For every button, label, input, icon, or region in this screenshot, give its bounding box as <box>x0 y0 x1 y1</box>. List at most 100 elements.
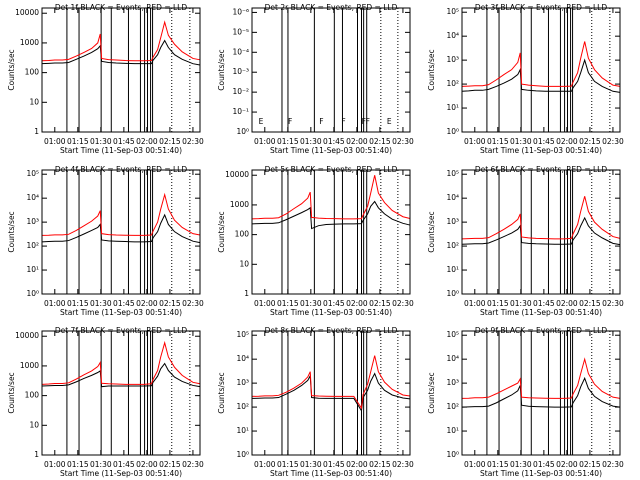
x-axis-label: Start Time (11-Sep-03 00:51:40) <box>270 469 392 478</box>
x-tick-label: 02:15 <box>369 460 391 469</box>
x-tick-label: 01:45 <box>533 460 555 469</box>
x-tick-label: 01:30 <box>90 299 112 308</box>
y-tick-label: 10¹ <box>446 426 459 435</box>
panel: 01:00 01:15 01:30 01:45 02:00 02:15 02:30 10⁰ 10… <box>427 165 624 317</box>
x-tick-label: 02:30 <box>392 137 414 146</box>
chart-title: Det 7f BLACK = Events, RED = LLD <box>55 326 188 335</box>
plot-frame <box>461 7 621 133</box>
x-tick-label: 02:00 <box>556 137 578 146</box>
x-tick-label: 02:30 <box>182 299 204 308</box>
x-tick-label: 01:30 <box>510 137 532 146</box>
panel: 01:00 01:15 01:30 01:45 02:00 02:15 02:30 10⁰ 10… <box>427 326 624 478</box>
x-tick-label: 02:15 <box>369 299 391 308</box>
y-tick-label: 10⁻⁵ <box>232 27 249 36</box>
y-tick-label: 10⁰ <box>446 289 459 298</box>
y-tick-label: 10⁵ <box>446 330 459 339</box>
y-axis-label: Counts/sec <box>427 211 436 252</box>
y-tick-label: 10 <box>29 420 39 429</box>
chart-title: Det 1f BLACK = Events, RED = LLD <box>55 3 188 12</box>
x-tick-label: 02:00 <box>136 460 158 469</box>
y-axis-label: Counts/sec <box>217 49 226 90</box>
y-tick-label: 10⁴ <box>26 193 39 202</box>
x-tick-label: 01:45 <box>323 460 345 469</box>
x-tick-label: 02:00 <box>136 137 158 146</box>
x-tick-label: 01:15 <box>277 460 299 469</box>
panel: 01:00 01:15 01:30 01:45 02:00 02:15 02:30 10⁰ 10… <box>217 326 414 478</box>
plot-frame <box>41 330 201 456</box>
data-line <box>41 20 201 62</box>
x-tick-label: 02:30 <box>602 460 624 469</box>
y-tick-label: 10³ <box>26 217 39 226</box>
x-tick-label: 01:15 <box>487 299 509 308</box>
data-line <box>251 200 411 230</box>
y-axis-label: Counts/sec <box>7 372 16 413</box>
data-line <box>461 376 621 408</box>
x-tick-label: 01:00 <box>254 137 276 146</box>
x-tick-label: 02:15 <box>369 137 391 146</box>
y-tick-label: 10000 <box>15 331 39 340</box>
x-tick-label: 02:30 <box>602 299 624 308</box>
y-axis-label: Counts/sec <box>427 372 436 413</box>
y-tick-label: 10⁰ <box>446 450 459 459</box>
y-axis-label: Counts/sec <box>217 211 226 252</box>
annotation: F <box>288 117 292 126</box>
x-tick-label: 01:45 <box>113 460 135 469</box>
y-tick-label: 1000 <box>20 361 39 370</box>
x-tick-label: 02:15 <box>159 299 181 308</box>
x-tick-label: 01:00 <box>254 299 276 308</box>
y-tick-label: 10⁰ <box>446 127 459 136</box>
x-axis-label: Start Time (11-Sep-03 00:51:40) <box>60 308 182 317</box>
x-tick-label: 01:00 <box>464 460 486 469</box>
y-tick-label: 1000 <box>20 38 39 47</box>
x-tick-label: 02:00 <box>136 299 158 308</box>
data-line <box>41 213 201 244</box>
y-tick-label: 1000 <box>230 200 249 209</box>
x-tick-label: 01:30 <box>510 460 532 469</box>
chart-title: Det 4f BLACK = Events, RED = LLD <box>55 165 188 174</box>
chart-title: Det 8r BLACK = Events, RED = LLD <box>265 326 398 335</box>
y-tick-label: 10⁵ <box>446 169 459 178</box>
y-tick-label: 10⁻² <box>232 87 249 96</box>
plot-frame <box>251 330 411 456</box>
data-line <box>461 196 621 240</box>
x-tick-label: 01:30 <box>90 137 112 146</box>
x-tick-label: 01:30 <box>300 460 322 469</box>
data-line <box>41 340 201 385</box>
x-tick-label: 01:30 <box>90 460 112 469</box>
data-line <box>41 39 201 66</box>
x-tick-label: 02:30 <box>182 137 204 146</box>
plot-frame <box>251 169 411 295</box>
x-tick-label: 01:45 <box>323 137 345 146</box>
y-tick-label: 10⁴ <box>446 354 459 363</box>
y-tick-label: 10⁰ <box>26 289 39 298</box>
x-tick-label: 02:15 <box>159 460 181 469</box>
y-tick-label: 10⁴ <box>446 193 459 202</box>
y-tick-label: 1 <box>244 289 249 298</box>
y-tick-label: 10¹ <box>446 265 459 274</box>
x-axis-label: Start Time (11-Sep-03 00:51:40) <box>60 146 182 155</box>
x-tick-label: 02:00 <box>556 299 578 308</box>
x-tick-label: 02:30 <box>392 460 414 469</box>
y-tick-label: 10³ <box>446 55 459 64</box>
annotation: E <box>387 117 392 126</box>
x-tick-label: 01:15 <box>277 299 299 308</box>
x-axis-label: Start Time (11-Sep-03 00:51:40) <box>480 308 602 317</box>
panel: 01:00 01:15 01:30 01:45 02:00 02:15 02:30 1 10 10… <box>217 165 414 317</box>
x-tick-label: 02:30 <box>392 299 414 308</box>
y-tick-label: 10000 <box>225 170 249 179</box>
panel: 01:00 01:15 01:30 01:45 02:00 02:15 02:30 10⁻⁶ 1… <box>217 3 414 155</box>
annotation: F <box>362 117 366 126</box>
x-tick-label: 01:30 <box>510 299 532 308</box>
y-tick-label: 100 <box>25 68 40 77</box>
y-tick-label: 10⁵ <box>446 7 459 16</box>
y-tick-label: 10⁻⁶ <box>232 7 249 16</box>
panel: 01:00 01:15 01:30 01:45 02:00 02:15 02:30 10⁰ 10… <box>427 3 624 155</box>
x-tick-label: 01:45 <box>113 137 135 146</box>
y-tick-label: 1 <box>34 127 39 136</box>
y-tick-label: 10⁻⁴ <box>232 47 249 56</box>
plot-frame <box>461 169 621 295</box>
data-line <box>41 192 201 236</box>
annotation: E <box>259 117 264 126</box>
chart-title: Det 5r BLACK = Events, RED = LLD <box>265 165 398 174</box>
